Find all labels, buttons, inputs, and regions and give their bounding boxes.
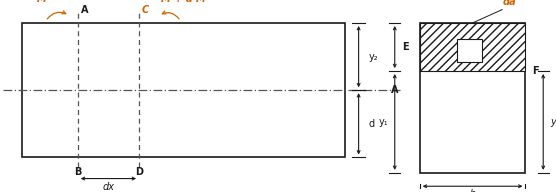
Text: A: A — [81, 5, 88, 15]
Text: b: b — [469, 189, 476, 192]
Text: E: E — [402, 42, 409, 52]
Bar — [22, 23, 345, 157]
Bar — [457, 39, 483, 62]
Text: F: F — [532, 66, 539, 76]
Text: dx: dx — [102, 182, 115, 192]
Text: y: y — [550, 117, 555, 127]
Text: D: D — [135, 167, 143, 177]
Text: da: da — [502, 0, 516, 7]
Bar — [420, 23, 525, 173]
Text: M + d M: M + d M — [161, 0, 206, 4]
Text: d: d — [369, 119, 375, 129]
Text: C: C — [142, 5, 149, 15]
Text: y₁: y₁ — [379, 117, 388, 127]
Bar — [420, 23, 525, 71]
Text: M: M — [37, 0, 47, 4]
Text: y₂: y₂ — [369, 52, 378, 62]
Text: B: B — [74, 167, 82, 177]
Text: A: A — [391, 85, 398, 95]
